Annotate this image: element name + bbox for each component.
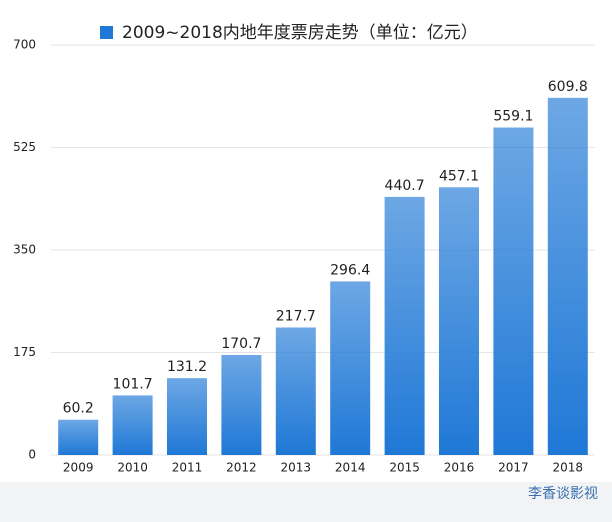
x-tick-label: 2013 — [281, 461, 312, 475]
bar — [275, 327, 316, 455]
x-tick-label: 2016 — [444, 461, 475, 475]
data-label: 217.7 — [276, 308, 316, 324]
x-tick-label: 2012 — [226, 461, 257, 475]
y-tick-label: 175 — [13, 345, 36, 359]
data-label: 559.1 — [493, 109, 533, 125]
x-tick-label: 2014 — [335, 461, 366, 475]
legend-swatch — [100, 26, 113, 39]
bar — [330, 281, 371, 455]
x-tick-label: 2015 — [389, 461, 420, 475]
y-tick-label: 700 — [13, 38, 36, 52]
x-tick-label: 2011 — [172, 461, 203, 475]
footer-strip — [0, 482, 612, 522]
watermark: 李香谈影视 — [528, 486, 598, 502]
bar — [221, 355, 262, 455]
data-label: 296.4 — [330, 262, 370, 278]
bar — [493, 127, 534, 455]
data-label: 131.2 — [167, 359, 207, 375]
bar — [167, 378, 207, 455]
bar — [112, 395, 153, 455]
x-tick-label: 2009 — [63, 461, 94, 475]
data-label: 101.7 — [113, 376, 153, 392]
bar — [547, 97, 588, 456]
y-tick-label: 525 — [13, 140, 36, 154]
data-label: 457.1 — [439, 168, 479, 184]
y-tick-label: 350 — [13, 243, 36, 257]
bar — [439, 187, 479, 455]
bar — [58, 419, 99, 455]
data-label: 609.8 — [548, 79, 588, 95]
data-label: 170.7 — [221, 336, 261, 352]
data-label: 60.2 — [63, 401, 94, 417]
x-tick-label: 2018 — [553, 461, 584, 475]
data-label: 440.7 — [385, 178, 425, 194]
y-tick-label: 0 — [28, 448, 36, 462]
x-tick-label: 2017 — [498, 461, 529, 475]
x-tick-label: 2010 — [117, 461, 148, 475]
bar — [384, 196, 425, 455]
legend-label: 2009~2018内地年度票房走势（单位：亿元） — [122, 23, 478, 43]
